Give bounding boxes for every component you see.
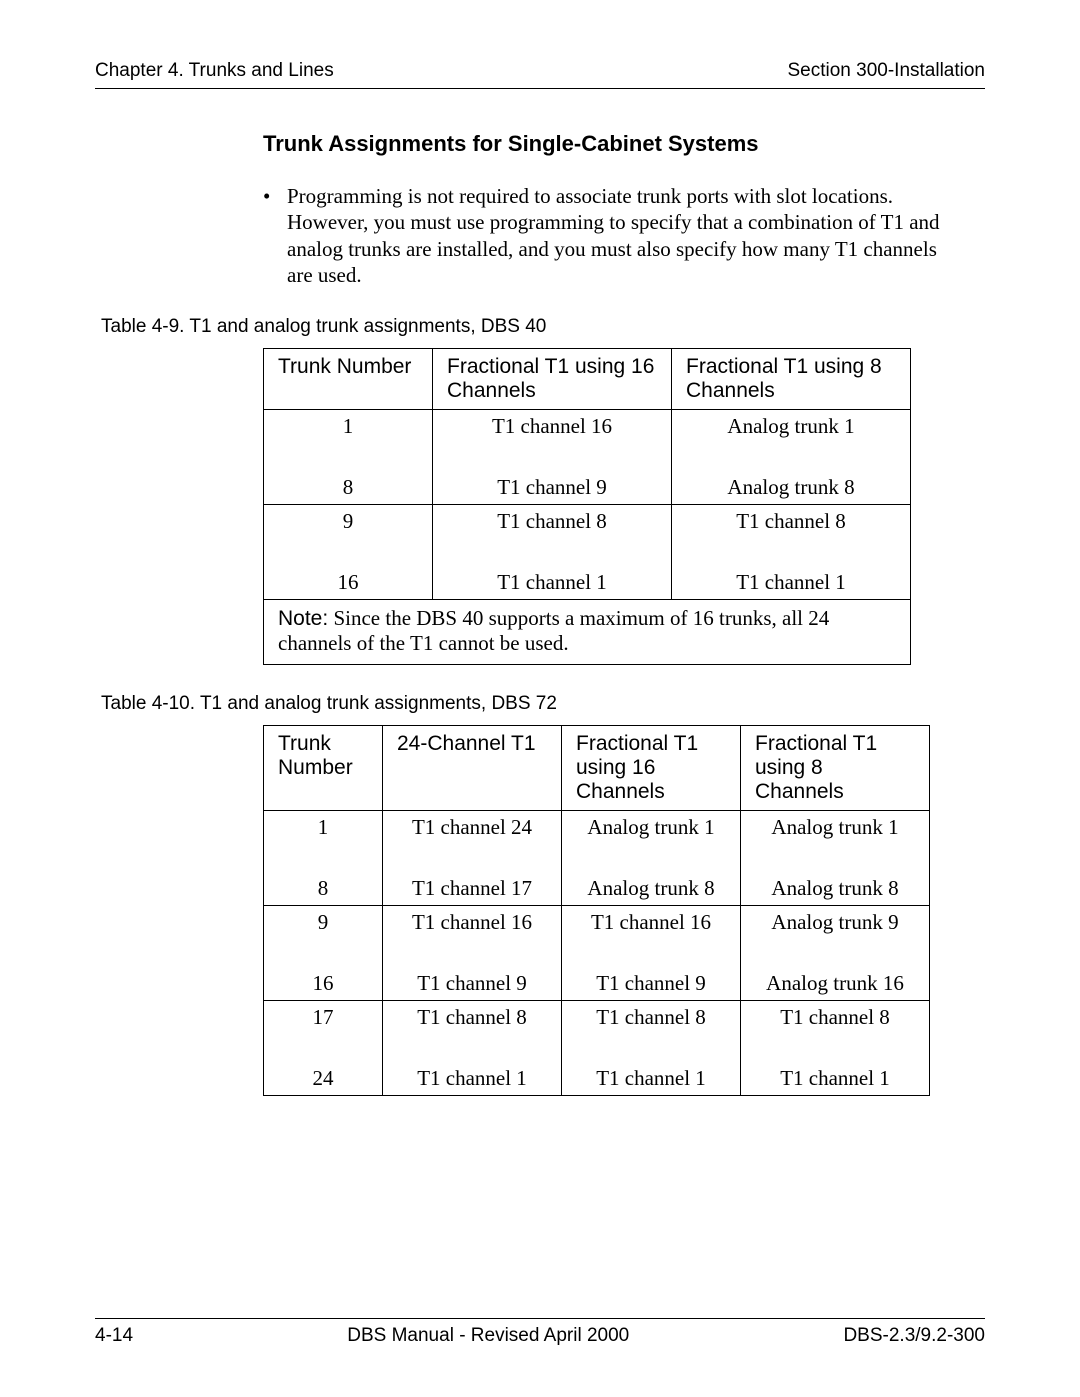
table2-header-cell: Fractional T1 using 16 Channels xyxy=(562,726,741,811)
table-cell: 16 xyxy=(264,566,433,600)
table-cell: T1 channel 17 xyxy=(383,872,562,906)
table-cell: T1 channel 9 xyxy=(433,471,672,505)
table-note-cell: Note: Since the DBS 40 supports a maximu… xyxy=(264,600,911,665)
table2-header-row: Trunk Number 24-Channel T1 Fractional T1… xyxy=(264,726,930,811)
table-cell: 16 xyxy=(264,967,383,1001)
table-row: 16 T1 channel 1 T1 channel 1 xyxy=(264,566,911,600)
table-cell: Analog trunk 9 xyxy=(741,906,930,968)
footer-center: DBS Manual - Revised April 2000 xyxy=(347,1325,629,1347)
table-row: 9 T1 channel 16 T1 channel 16 Analog tru… xyxy=(264,906,930,968)
table-cell: Analog trunk 8 xyxy=(741,872,930,906)
table-row: 9 T1 channel 8 T1 channel 8 xyxy=(264,505,911,567)
table-cell: Analog trunk 8 xyxy=(562,872,741,906)
table-cell: T1 channel 16 xyxy=(562,906,741,968)
table1-caption: Table 4-9. T1 and analog trunk assignmen… xyxy=(101,316,985,338)
table2-header-cell: Fractional T1 using 8 Channels xyxy=(741,726,930,811)
table-cell: Analog trunk 1 xyxy=(562,811,741,873)
table-cell: 8 xyxy=(264,471,433,505)
table-cell: T1 channel 1 xyxy=(562,1062,741,1096)
table-cell: T1 channel 9 xyxy=(383,967,562,1001)
table2-caption: Table 4-10. T1 and analog trunk assignme… xyxy=(101,693,985,715)
page-header: Chapter 4. Trunks and Lines Section 300-… xyxy=(95,60,985,82)
header-right: Section 300-Installation xyxy=(787,60,985,82)
table-cell: T1 channel 1 xyxy=(433,566,672,600)
table-cell: T1 channel 8 xyxy=(562,1001,741,1063)
table-cell: 9 xyxy=(264,906,383,968)
header-rule xyxy=(95,88,985,89)
table-cell: 8 xyxy=(264,872,383,906)
bullet-text: Programming is not required to associate… xyxy=(287,183,965,288)
table-cell: T1 channel 1 xyxy=(383,1062,562,1096)
table-cell: T1 channel 8 xyxy=(433,505,672,567)
bullet-paragraph: • Programming is not required to associa… xyxy=(263,183,965,288)
table2-header-cell: Trunk Number xyxy=(264,726,383,811)
table-cell: Analog trunk 1 xyxy=(741,811,930,873)
table-row: 16 T1 channel 9 T1 channel 9 Analog trun… xyxy=(264,967,930,1001)
table-row: 24 T1 channel 1 T1 channel 1 T1 channel … xyxy=(264,1062,930,1096)
note-text: Since the DBS 40 supports a maximum of 1… xyxy=(278,606,829,655)
table-cell: T1 channel 8 xyxy=(383,1001,562,1063)
footer-rule xyxy=(95,1318,985,1319)
table1-header-row: Trunk Number Fractional T1 using 16 Chan… xyxy=(264,349,911,410)
table-cell: T1 channel 9 xyxy=(562,967,741,1001)
page-footer: 4-14 DBS Manual - Revised April 2000 DBS… xyxy=(95,1318,985,1347)
table-row: 8 T1 channel 9 Analog trunk 8 xyxy=(264,471,911,505)
table-cell: 17 xyxy=(264,1001,383,1063)
bullet-marker: • xyxy=(263,183,287,288)
table-note-row: Note: Since the DBS 40 supports a maximu… xyxy=(264,600,911,665)
table1: Trunk Number Fractional T1 using 16 Chan… xyxy=(263,348,911,665)
table-row: 1 T1 channel 16 Analog trunk 1 xyxy=(264,410,911,472)
table1-header-cell: Fractional T1 using 8 Channels xyxy=(672,349,911,410)
table-cell: T1 channel 1 xyxy=(672,566,911,600)
table-cell: T1 channel 16 xyxy=(433,410,672,472)
table-row: 8 T1 channel 17 Analog trunk 8 Analog tr… xyxy=(264,872,930,906)
table-cell: T1 channel 1 xyxy=(741,1062,930,1096)
table-cell: T1 channel 24 xyxy=(383,811,562,873)
table-cell: Analog trunk 16 xyxy=(741,967,930,1001)
footer-right: DBS-2.3/9.2-300 xyxy=(843,1325,985,1347)
table-cell: 24 xyxy=(264,1062,383,1096)
table1-header-cell: Fractional T1 using 16 Channels xyxy=(433,349,672,410)
table-row: 1 T1 channel 24 Analog trunk 1 Analog tr… xyxy=(264,811,930,873)
table-cell: T1 channel 8 xyxy=(672,505,911,567)
table-cell: Analog trunk 1 xyxy=(672,410,911,472)
table-row: 17 T1 channel 8 T1 channel 8 T1 channel … xyxy=(264,1001,930,1063)
table2-header-cell: 24-Channel T1 xyxy=(383,726,562,811)
table2: Trunk Number 24-Channel T1 Fractional T1… xyxy=(263,725,930,1096)
table-cell: 9 xyxy=(264,505,433,567)
table-cell: 1 xyxy=(264,811,383,873)
table-cell: 1 xyxy=(264,410,433,472)
note-label: Note: xyxy=(278,607,328,630)
table-cell: Analog trunk 8 xyxy=(672,471,911,505)
page: Chapter 4. Trunks and Lines Section 300-… xyxy=(0,0,1080,1397)
table-cell: T1 channel 8 xyxy=(741,1001,930,1063)
footer-left: 4-14 xyxy=(95,1325,133,1347)
table-cell: T1 channel 16 xyxy=(383,906,562,968)
table1-header-cell: Trunk Number xyxy=(264,349,433,410)
section-title: Trunk Assignments for Single-Cabinet Sys… xyxy=(263,131,985,157)
header-left: Chapter 4. Trunks and Lines xyxy=(95,60,334,82)
